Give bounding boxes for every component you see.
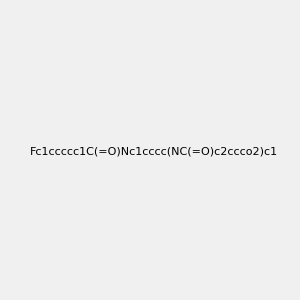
Text: Fc1ccccc1C(=O)Nc1cccc(NC(=O)c2ccco2)c1: Fc1ccccc1C(=O)Nc1cccc(NC(=O)c2ccco2)c1 <box>30 146 278 157</box>
